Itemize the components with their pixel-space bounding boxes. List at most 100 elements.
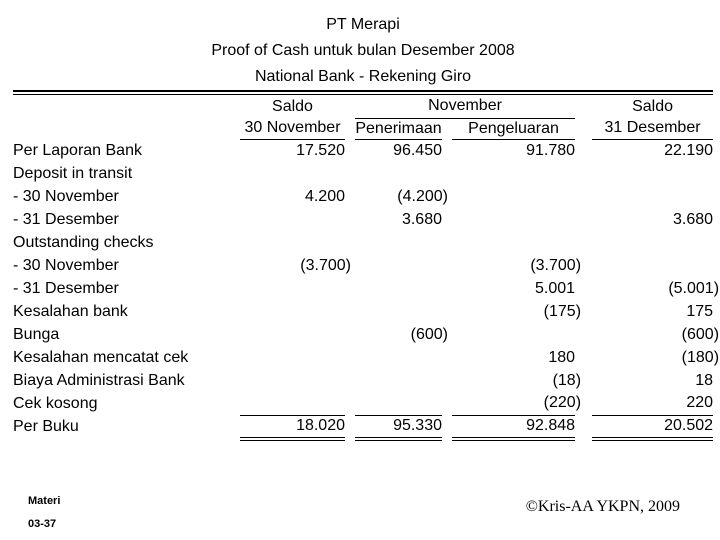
cell-value: (4.200) [397,187,448,205]
cell-c3 [355,369,442,392]
table-row: - 31 Desember 3.680 3.680 [13,208,713,231]
cell-value: (600) [410,325,448,343]
report-title: Proof of Cash untuk bulan Desember 2008 [211,42,515,59]
cell-c2 [240,392,345,415]
cell-c2 [240,162,345,185]
cell-c2: 18.020 [240,414,345,441]
column-spacer [575,277,592,300]
column-spacer [345,231,355,254]
row-label: Outstanding checks [13,233,154,251]
cell-c2: 4.200 [240,185,345,208]
cell-c2 [240,323,345,346]
col-header-31-desember: 31 Desember [592,118,714,140]
column-spacer [345,300,355,323]
column-spacer [442,162,452,185]
cell-c3: 95.330 [355,414,442,441]
column-spacer [345,118,355,139]
header-row-groups: Saldo November Saldo [13,95,713,119]
cell-value: (175) [543,302,582,320]
row-label: Per Buku [13,418,79,435]
cell-value: 22.190 [664,141,714,159]
cell-value: 3.680 [672,210,714,228]
cell-value: 91.780 [526,141,576,159]
cell-c5 [592,231,713,254]
column-spacer [442,118,452,139]
cell-c5: 20.502 [592,414,714,441]
column-spacer [575,415,592,439]
cell-c5 [592,162,713,185]
column-spacer [345,139,355,162]
cell-c4 [452,162,575,185]
cell-value: 3.680 [401,210,442,228]
table-body: Per Laporan Bank 17.520 96.450 91.780 22.190… [13,139,719,441]
cell-value: 92.848 [526,417,576,435]
cell-c3: (4.200) [355,185,448,208]
table-row: Outstanding checks [13,231,713,254]
column-spacer [575,231,592,254]
column-spacer [442,208,452,231]
col-header-saldo-november: Saldo [272,97,313,115]
cell-c4 [452,185,575,208]
column-spacer [345,162,355,185]
cell-value: (18) [552,371,582,389]
column-spacer [575,118,592,139]
cell-c2: 17.520 [240,139,345,162]
cell-c4: 92.848 [452,414,576,441]
cell-c2 [240,231,345,254]
column-spacer [442,392,452,415]
cell-value: (5.001) [668,279,720,297]
cell-c3: (600) [355,323,448,346]
column-spacer [442,139,452,162]
cell-c4: (175) [452,300,581,323]
cell-value: 95.330 [393,417,442,435]
cell-c3 [355,254,442,277]
table-row: Per Laporan Bank 17.520 96.450 91.780 22.190 [13,139,713,162]
column-spacer [345,369,355,392]
column-spacer [442,300,452,323]
table-row: Kesalahan bank (175) 175 [13,300,713,323]
column-spacer [345,95,355,118]
column-spacer [345,415,355,439]
title-block: PT Merapi Proof of Cash untuk bulan Dese… [13,0,713,90]
row-label: Per Laporan Bank [13,141,142,159]
materi-number: 03-37 [28,518,57,530]
cell-c4: (3.700) [452,254,581,277]
cell-c5: 175 [592,300,713,323]
table-row: Kesalahan mencatat cek 180 (180) [13,346,719,369]
column-spacer [575,323,592,346]
header-empty-cell [13,118,240,139]
cell-c5: 18 [592,369,713,392]
cell-c3 [355,231,442,254]
cell-value: 4.200 [304,187,345,205]
row-label: Biaya Administrasi Bank [13,371,185,389]
column-spacer [442,369,452,392]
column-spacer [442,346,452,369]
col-header-penerimaan: Penerimaan [355,118,442,140]
column-spacer [575,162,592,185]
cell-c5: (5.001) [592,277,719,300]
column-spacer [345,185,355,208]
cell-c5: 22.190 [592,139,713,162]
column-spacer [442,231,452,254]
col-group-header-november: November [355,95,576,119]
cell-c2 [240,208,345,231]
cell-c4 [452,208,575,231]
cell-c3: 96.450 [355,139,442,162]
totals-row: Per Buku 18.020 95.330 92.848 20.502 [13,414,714,441]
cell-c2 [240,300,345,323]
cell-value: 180 [548,348,576,366]
cell-c3 [355,392,442,415]
cell-value: (600) [681,325,720,343]
bank-account-subtitle: National Bank - Rekening Giro [254,68,472,85]
cell-value: 17.520 [296,141,345,159]
cell-value: (3.700) [300,256,351,274]
column-spacer [345,323,355,346]
cell-c3 [355,162,442,185]
proof-of-cash-table: Saldo November Saldo 30 November Penerim… [13,95,719,441]
cell-value: 18 [695,371,714,389]
column-spacer [575,346,592,369]
column-spacer [442,254,452,277]
cell-value: 220 [686,394,714,412]
row-label: Kesalahan mencatat cek [13,348,189,366]
row-label: - 31 Desember [13,210,119,228]
